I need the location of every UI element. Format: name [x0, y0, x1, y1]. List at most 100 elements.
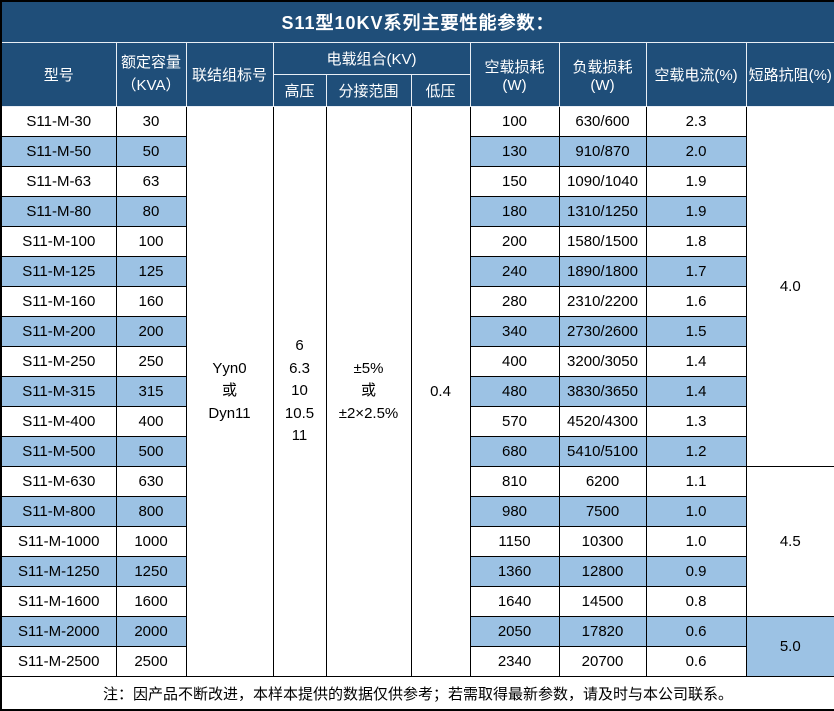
cell-no-load-current: 1.2 [645, 436, 747, 467]
cell-no-load-current: 1.7 [645, 256, 747, 287]
cell-no-load-loss: 810 [469, 466, 560, 497]
table-row: S11-M-500 500 680 5410/5100 1.2 [0, 436, 834, 467]
cell-no-load-current: 1.5 [645, 316, 747, 347]
cell-no-load-current: 1.4 [645, 376, 747, 407]
cell-capacity: 30 [115, 106, 187, 137]
cell-no-load-loss: 240 [469, 256, 560, 287]
table-row: S11-M-800 800 980 7500 1.0 [0, 496, 834, 527]
cell-load-loss: 1890/1800 [558, 256, 647, 287]
cell-capacity: 100 [115, 226, 187, 257]
cell-load-loss: 14500 [558, 586, 647, 617]
cell-model: S11-M-2500 [0, 646, 117, 677]
cell-model: S11-M-1000 [0, 526, 117, 557]
cell-capacity: 630 [115, 466, 187, 497]
cell-model: S11-M-1250 [0, 556, 117, 587]
cell-no-load-loss: 340 [469, 316, 560, 347]
page-title: S11型10KV系列主要性能参数： [0, 0, 834, 43]
table-row: S11-M-400 400 570 4520/4300 1.3 [0, 406, 834, 437]
table-row: S11-M-50 50 130 910/870 2.0 [0, 136, 834, 167]
cell-model: S11-M-315 [0, 376, 117, 407]
cell-no-load-current: 2.3 [645, 106, 747, 137]
cell-no-load-loss: 130 [469, 136, 560, 167]
table-row: S11-M-1600 1600 1640 14500 0.8 [0, 586, 834, 617]
table-row: S11-M-160 160 280 2310/2200 1.6 [0, 286, 834, 317]
table-row: S11-M-63 63 150 1090/1040 1.9 [0, 166, 834, 197]
cell-no-load-loss: 280 [469, 286, 560, 317]
cell-no-load-current: 0.6 [645, 616, 747, 647]
cell-capacity: 50 [115, 136, 187, 167]
table-row: S11-M-100 100 200 1580/1500 1.8 [0, 226, 834, 257]
cell-no-load-loss: 150 [469, 166, 560, 197]
cell-load-loss: 2730/2600 [558, 316, 647, 347]
impedance-group-1-cell: 4.0 [745, 106, 834, 467]
cell-load-loss: 630/600 [558, 106, 647, 137]
cell-no-load-loss: 1360 [469, 556, 560, 587]
cell-load-loss: 910/870 [558, 136, 647, 167]
cell-capacity: 63 [115, 166, 187, 197]
cell-no-load-current: 0.9 [645, 556, 747, 587]
cell-capacity: 250 [115, 346, 187, 377]
cell-capacity: 2000 [115, 616, 187, 647]
table-row: S11-M-30 30 Yyn0 或 Dyn11 6 6.3 10 10.5 1… [0, 106, 834, 677]
cell-capacity: 125 [115, 256, 187, 287]
col-header-load-combo: 电载组合(KV) [272, 42, 471, 75]
cell-no-load-loss: 200 [469, 226, 560, 257]
cell-no-load-current: 0.8 [645, 586, 747, 617]
cell-capacity: 80 [115, 196, 187, 227]
table-row: S11-M-2000 2000 2050 17820 0.6 5.0 [0, 616, 834, 677]
cell-model: S11-M-160 [0, 286, 117, 317]
cell-no-load-loss: 680 [469, 436, 560, 467]
cell-load-loss: 1580/1500 [558, 226, 647, 257]
note-text: 注：因产品不断改进，本样本提供的数据仅供参考；若需取得最新参数，请及时与本公司联… [0, 676, 834, 711]
cell-no-load-loss: 400 [469, 346, 560, 377]
cell-capacity: 1600 [115, 586, 187, 617]
cell-model: S11-M-125 [0, 256, 117, 287]
cell-load-loss: 2310/2200 [558, 286, 647, 317]
cell-model: S11-M-250 [0, 346, 117, 377]
cell-capacity: 1000 [115, 526, 187, 557]
cell-model: S11-M-100 [0, 226, 117, 257]
cell-model: S11-M-50 [0, 136, 117, 167]
cell-model: S11-M-63 [0, 166, 117, 197]
cell-no-load-current: 1.1 [645, 466, 747, 497]
cell-no-load-current: 0.6 [645, 646, 747, 677]
cell-load-loss: 4520/4300 [558, 406, 647, 437]
cell-no-load-loss: 980 [469, 496, 560, 527]
col-header-no-load-current: 空载电流(%) [645, 42, 747, 107]
merged-hv-cell: 6 6.3 10 10.5 11 [272, 106, 327, 677]
cell-capacity: 200 [115, 316, 187, 347]
cell-load-loss: 12800 [558, 556, 647, 587]
cell-load-loss: 1310/1250 [558, 196, 647, 227]
cell-no-load-loss: 100 [469, 106, 560, 137]
cell-load-loss: 1090/1040 [558, 166, 647, 197]
title-row: S11型10KV系列主要性能参数： [0, 0, 834, 43]
cell-capacity: 1250 [115, 556, 187, 587]
cell-model: S11-M-500 [0, 436, 117, 467]
table-row: S11-M-125 125 240 1890/1800 1.7 [0, 256, 834, 287]
col-header-capacity: 额定容量 （KVA） [115, 42, 187, 107]
col-header-lv: 低压 [410, 74, 471, 107]
cell-model: S11-M-80 [0, 196, 117, 227]
cell-load-loss: 5410/5100 [558, 436, 647, 467]
impedance-group-2-cell: 4.5 [745, 466, 834, 617]
cell-no-load-loss: 1640 [469, 586, 560, 617]
cell-no-load-current: 1.8 [645, 226, 747, 257]
impedance-group-3-cell: 5.0 [745, 616, 834, 677]
cell-model: S11-M-400 [0, 406, 117, 437]
cell-no-load-current: 1.9 [645, 196, 747, 227]
table-row: S11-M-315 315 480 3830/3650 1.4 [0, 376, 834, 407]
table-row: S11-M-630 630 810 6200 1.1 4.5 [0, 466, 834, 617]
col-header-tap-range: 分接范围 [325, 74, 412, 107]
cell-load-loss: 7500 [558, 496, 647, 527]
cell-load-loss: 6200 [558, 466, 647, 497]
col-header-no-load-loss: 空载损耗(W) [469, 42, 560, 107]
cell-no-load-loss: 2340 [469, 646, 560, 677]
cell-model: S11-M-200 [0, 316, 117, 347]
cell-capacity: 2500 [115, 646, 187, 677]
cell-no-load-current: 1.4 [645, 346, 747, 377]
cell-model: S11-M-2000 [0, 616, 117, 647]
cell-load-loss: 17820 [558, 616, 647, 647]
col-header-load-loss: 负载损耗(W) [558, 42, 647, 107]
